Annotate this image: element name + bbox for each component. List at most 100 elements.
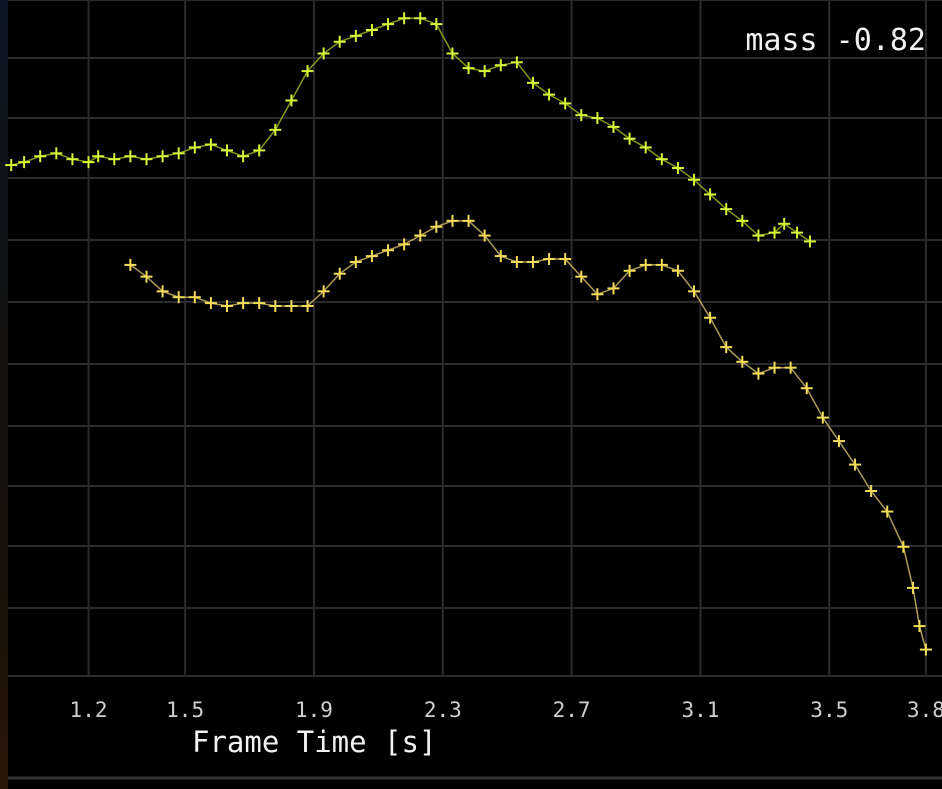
series-2-point [462,214,475,227]
series-2-point [655,258,668,271]
series-1-point [382,18,395,31]
series-2-point [285,300,298,313]
x-axis-label: Frame Time [s] [192,725,436,759]
series-2-point [768,361,781,374]
series-2-point [881,505,894,518]
x-tick-labels: 1.2 1.5 1.9 2.3 2.7 3.1 3.5 3.8 [70,698,942,722]
x-tick-label: 2.3 [424,698,462,722]
series-2-point [913,620,926,633]
series-2-point [639,258,652,271]
series-1-point [688,173,701,186]
series-2-point [816,411,829,424]
series-2-point [365,250,378,263]
x-tick-label: 1.9 [295,698,333,722]
series-1-point [333,35,346,48]
series-2-point [720,341,733,354]
series-1-point [736,214,749,227]
series-2-point [237,297,250,310]
series-1-point [50,147,63,160]
series-1-point [478,65,491,78]
series-1-point [5,159,18,172]
series-1-point [704,188,717,201]
series-1-point [803,235,816,248]
series-1-point [494,59,507,72]
series-2-point [398,238,411,251]
series-1-point [108,153,121,166]
series-1-point [414,12,427,25]
series-1-point [221,144,234,157]
series-2-point [526,255,539,268]
series-2-point [221,300,234,313]
series-2-point [907,581,920,594]
series-1-point [66,153,79,166]
series-2-point [784,361,797,374]
series-2-point [317,285,330,298]
series-2-point [446,214,459,227]
mass-annotation: mass -0.82 [745,23,926,58]
series-1-point [317,47,330,60]
series-2-point [897,540,910,553]
series-1-point [92,150,105,163]
series-2-point [623,264,636,277]
series-2-point [333,267,346,280]
series-2-point [172,291,185,304]
series-2-point [188,291,201,304]
series-1-point [671,162,684,175]
series-1-point [301,65,314,78]
series-2-point [124,258,137,271]
series-2-point [559,253,572,266]
series-1-point [778,217,791,230]
left-edge-strip [0,0,8,789]
series-2-point [752,367,765,380]
series-2-point [865,485,878,498]
series-2-point [269,300,282,313]
series-1-point [607,120,620,133]
series-1-point [575,109,588,122]
series-2-point [510,255,523,268]
series-1-point [526,76,539,89]
series-2-point [919,643,932,656]
series-1-point [237,150,250,163]
series-1-point [768,226,781,239]
x-tick-label: 3.5 [810,698,848,722]
series-1-line [11,17,811,243]
series-1-point [655,153,668,166]
series-1-point [140,153,153,166]
series-2-point [607,282,620,295]
series-1-point [446,47,459,60]
series-2-point [575,270,588,283]
series-lines [11,17,927,650]
series-1-point [18,156,31,169]
series-2-point [736,355,749,368]
x-tick-label: 1.5 [166,698,204,722]
series-1-point [559,97,572,110]
series-2-point [204,297,217,310]
series-1-point [172,147,185,160]
series-1-point [34,150,47,163]
series-2-point [849,458,862,471]
series-1-point [285,94,298,107]
series-markers [5,12,932,656]
series-1-point [720,203,733,216]
series-1-point [639,141,652,154]
series-2-point [688,285,701,298]
series-2-point [414,229,427,242]
series-1-point [510,56,523,69]
series-1-point [156,150,169,163]
series-2-point [156,285,169,298]
x-tick-label: 1.2 [70,698,108,722]
series-2-point [591,288,604,301]
series-1-point [188,141,201,154]
series-2-point [253,297,266,310]
series-2-point [478,229,491,242]
series-2-point [543,253,556,266]
series-2-line [129,220,927,650]
series-2-point [704,311,717,324]
series-2-point [800,382,813,395]
series-1-point [349,29,362,42]
x-tick-label: 3.8 [907,698,942,722]
series-1-point [365,24,378,36]
series-1-point [591,112,604,125]
